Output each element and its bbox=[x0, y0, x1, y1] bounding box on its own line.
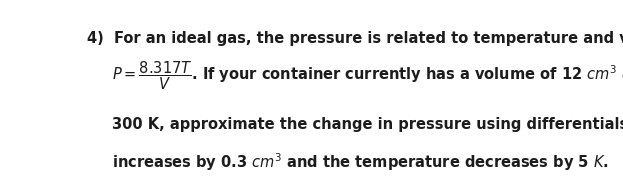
Text: 300 K, approximate the change in pressure using differentials if the volume: 300 K, approximate the change in pressur… bbox=[112, 117, 623, 132]
Text: increases by 0.3 $\mathit{cm}^3$ and the temperature decreases by 5 $\mathit{K}$: increases by 0.3 $\mathit{cm}^3$ and the… bbox=[112, 152, 609, 173]
Text: $P = \dfrac{8.317T}{V}$. If your container currently has a volume of 12 $\mathit: $P = \dfrac{8.317T}{V}$. If your contain… bbox=[112, 60, 623, 92]
Text: 4)  For an ideal gas, the pressure is related to temperature and volume by the f: 4) For an ideal gas, the pressure is rel… bbox=[87, 31, 623, 46]
